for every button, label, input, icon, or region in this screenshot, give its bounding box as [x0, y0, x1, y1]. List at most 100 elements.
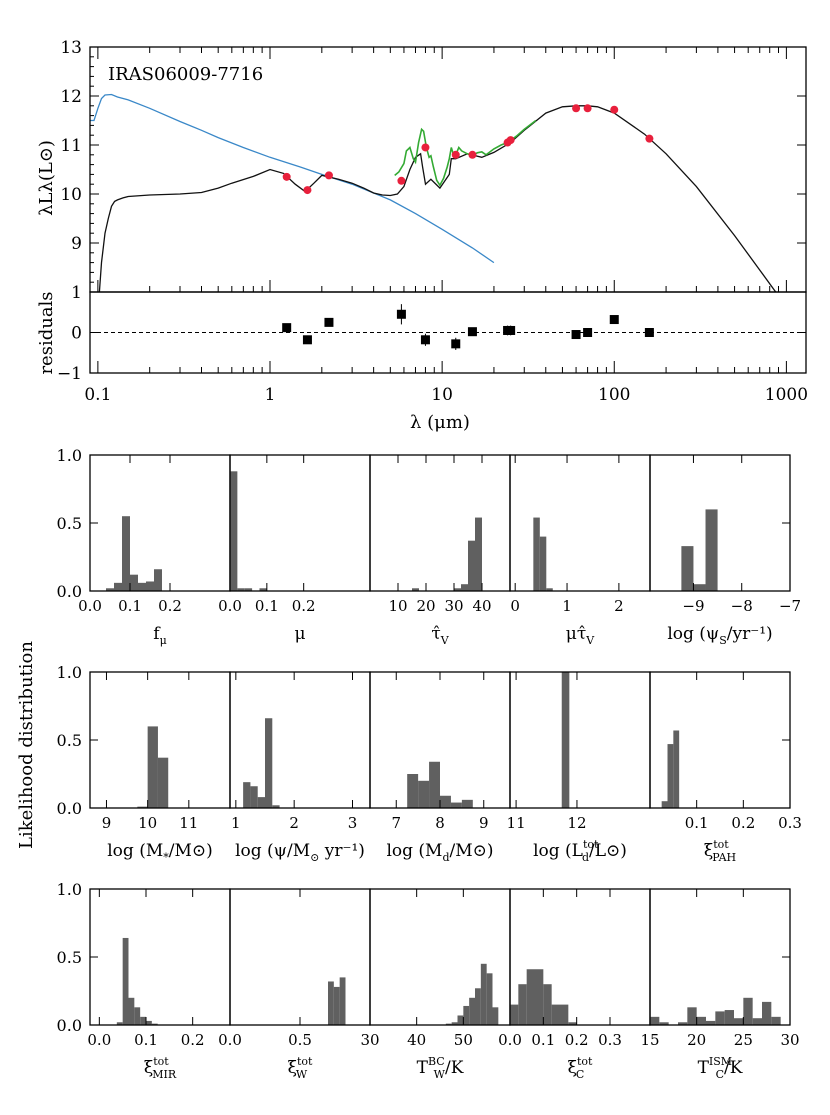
label-sub: C: [576, 1068, 584, 1081]
residual-point: [420, 335, 430, 345]
histogram-bar: [771, 1016, 781, 1025]
residual-point: [396, 309, 406, 319]
histogram-panel-xi_W: 0.0 0.5 ξtot W: [218, 888, 371, 1081]
hist-x-tick-label: 0.2: [158, 597, 182, 615]
hist-x-axis-label: log (Md/M⊙): [386, 841, 493, 864]
histogram-bar: [715, 1011, 725, 1025]
label-main: T: [698, 1058, 710, 1078]
label-sub: C: [716, 1068, 724, 1081]
histogram-panel-xi_PAH: 0.1 0.2 0.3 ξtot PAH: [649, 671, 802, 864]
label-main: μ: [294, 624, 305, 644]
label-tail: /K: [724, 1058, 743, 1078]
histogram-bar: [678, 1022, 688, 1025]
histogram-panel-f_mu: 0.0 0.1 0.2 fμ: [78, 454, 231, 647]
hist-y-tick-label: 0.5: [57, 948, 82, 967]
photometry-point: [451, 150, 460, 159]
hist-y-tick-label: 0.0: [57, 1016, 82, 1035]
residual-point: [644, 328, 654, 337]
hist-x-tick-label: 0.2: [731, 814, 755, 832]
hist-x-tick-label: 1: [231, 814, 241, 832]
histogram-frame: [89, 888, 231, 1026]
residual-point: [571, 330, 581, 340]
histogram-frame: [649, 454, 791, 592]
hist-x-tick-label: −9: [682, 597, 704, 615]
irs-spectrum-line: [394, 119, 537, 187]
histogram-bar: [412, 588, 419, 591]
histogram-bar: [535, 969, 544, 1025]
histogram-bar: [560, 1004, 569, 1025]
label-sup: tot: [713, 838, 729, 851]
hist-x-tick-label: 40: [472, 597, 491, 615]
hist-x-tick-label: 0.1: [255, 597, 279, 615]
hist-x-axis-label: τ̂V: [431, 624, 449, 647]
hist-x-tick-label: 9: [479, 814, 489, 832]
res-y-tick-label: −1: [57, 364, 82, 384]
histogram-bar: [328, 981, 334, 1025]
histogram-bar: [138, 582, 146, 591]
histogram-bar: [533, 517, 540, 591]
histogram-bar: [705, 509, 718, 591]
histogram-panel-log_Ldust: 11 12 log (Ltot d/L⊙): [507, 671, 651, 864]
hist-x-tick-label: 30: [360, 1031, 379, 1049]
histogram-bar: [661, 801, 668, 808]
label-tail: /L⊙): [589, 841, 627, 861]
hist-x-tick-label: 15: [640, 1031, 659, 1049]
hist-x-tick-label: 11: [179, 814, 198, 832]
histogram-bar: [130, 574, 138, 591]
histogram-frame: [229, 888, 371, 1026]
hist-x-tick-label: 7: [391, 814, 401, 832]
hist-x-axis-label: TISM C/K: [698, 1055, 743, 1081]
hist-x-axis-label: TBC W/K: [417, 1055, 464, 1081]
histogram-panel-log_SFR: 1 2 3 log (ψ/M⊙ yr⁻¹): [229, 671, 371, 864]
photometry-point: [610, 105, 619, 114]
histogram-bar: [250, 786, 258, 808]
histogram-bar: [128, 997, 135, 1025]
label-sup: tot: [153, 1055, 169, 1068]
hist-x-tick-label: 11: [507, 814, 526, 832]
label-tail: /K: [445, 1058, 464, 1078]
label-main: log (M: [386, 841, 442, 861]
residual-point: [467, 327, 477, 337]
label-sub: S: [719, 634, 727, 647]
hist-x-tick-label: 10: [388, 597, 407, 615]
histogram-bar: [257, 797, 265, 808]
histogram-panel-mu: 0.0 0.1 0.2 μ: [218, 454, 371, 644]
label-main: ξ: [144, 1058, 153, 1078]
hist-x-tick-label: 2: [289, 814, 299, 832]
label-sub: d: [582, 851, 589, 864]
photometry-point: [397, 176, 406, 185]
histogram-bar: [146, 581, 154, 591]
histogram-bar: [333, 986, 340, 1025]
residual-point: [506, 325, 516, 335]
label-sub: V: [440, 634, 450, 647]
photometry-point: [583, 104, 592, 113]
hist-x-tick-label: 0.0: [218, 597, 242, 615]
hist-x-tick-label: 30: [444, 597, 463, 615]
label-sub: μ: [160, 634, 167, 647]
histogram-bar: [272, 805, 280, 808]
hist-y-tick-label: 1.0: [57, 663, 82, 682]
hist-x-axis-label: μ: [294, 624, 305, 644]
photometry-point: [324, 171, 333, 180]
histogram-bar: [469, 997, 475, 1025]
likelihood-y-axis-label: Likelihood distribution: [16, 641, 37, 849]
histogram-bar: [418, 780, 430, 808]
hist-x-tick-label: 0.0: [218, 1031, 242, 1049]
hist-x-tick-label: 40: [407, 1031, 426, 1049]
x-tick-label: 0.1: [84, 385, 111, 405]
histogram-panel-tau_V: 10 20 30 40 τ̂V: [369, 454, 511, 647]
histogram-bar: [475, 988, 481, 1025]
histogram-bar: [451, 1022, 458, 1025]
label-main: log (M: [107, 841, 163, 861]
histogram-bar: [440, 795, 451, 808]
histogram-bar: [539, 536, 547, 591]
label-sub: ⊙: [310, 851, 319, 864]
histogram-bar: [429, 761, 440, 808]
hist-y-tick-label: 1.0: [57, 880, 82, 899]
label-main: log (ψ: [667, 624, 719, 644]
histogram-panel-log_Mstar: 9 10 11 log (M*/M⊙): [89, 671, 231, 864]
label-sub: W: [296, 1068, 308, 1081]
histogram-bar: [724, 1010, 734, 1025]
